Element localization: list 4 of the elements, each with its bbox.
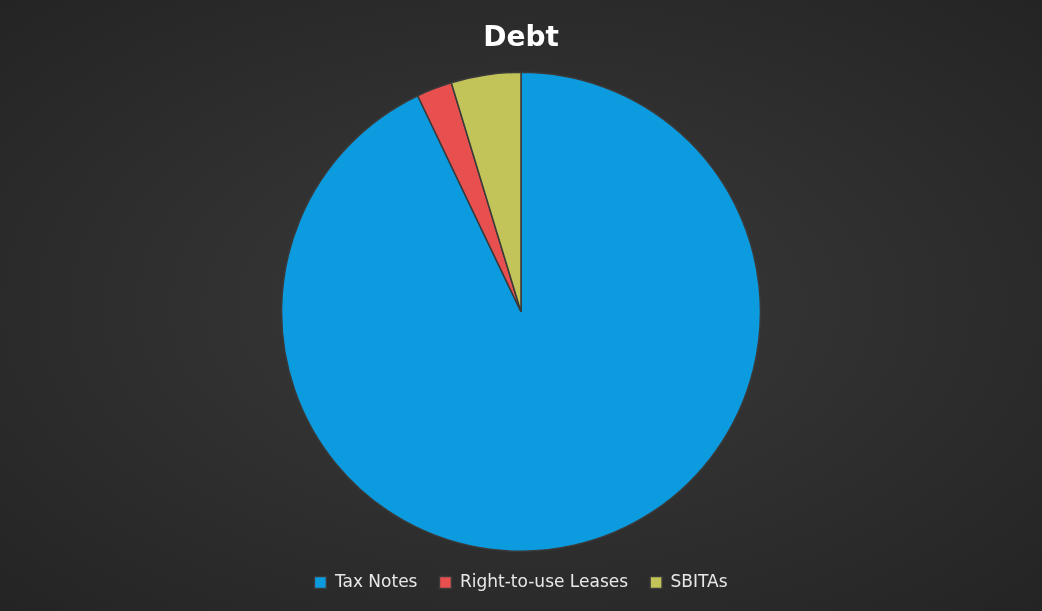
legend-label: SBITAs: [670, 570, 728, 591]
chart-title: Debt: [483, 20, 559, 54]
legend-label: Tax Notes: [333, 570, 418, 591]
legend-label: Right-to-use Leases: [459, 570, 629, 591]
